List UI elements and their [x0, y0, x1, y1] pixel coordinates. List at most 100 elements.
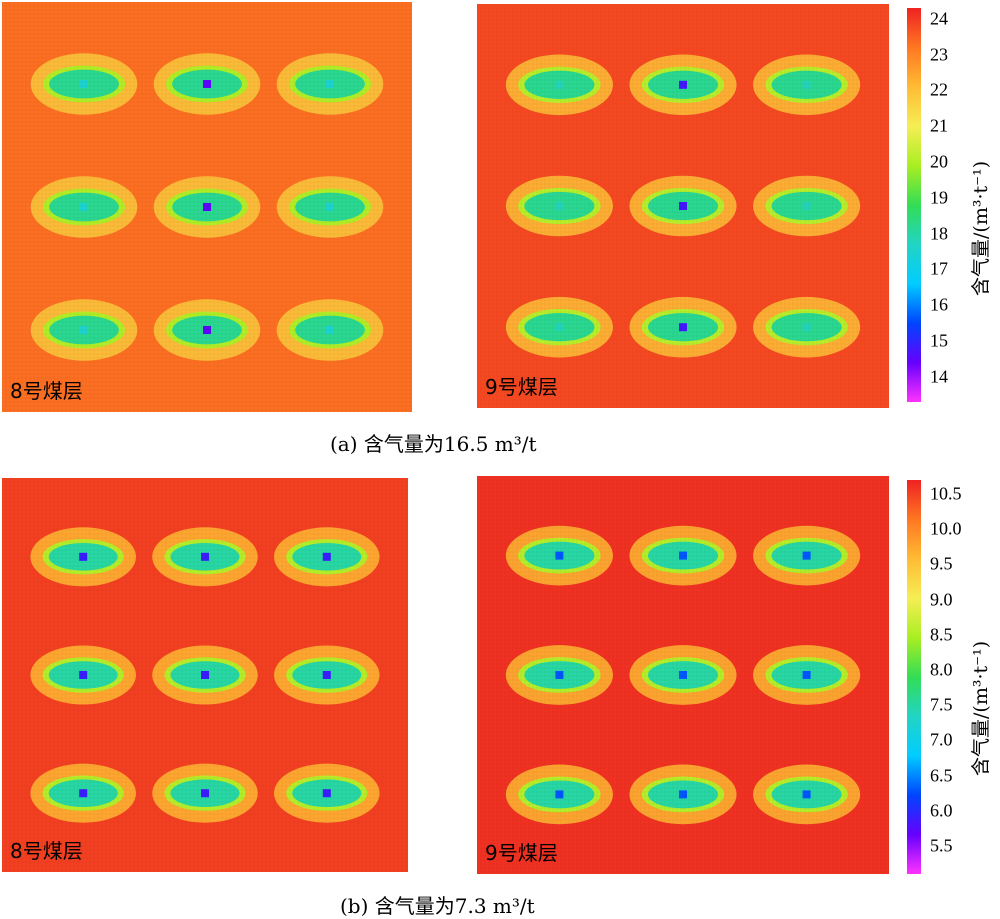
colorbar-fill [907, 8, 921, 402]
borehole-center [203, 80, 211, 88]
colorbar-tick-label: 23 [930, 44, 948, 65]
low-gas-zone [276, 299, 384, 361]
low-gas-zone [753, 764, 861, 825]
borehole-center [555, 790, 564, 799]
heatmap-panel-a-8: 8号煤层 [2, 2, 412, 412]
low-gas-zone [505, 175, 613, 237]
colorbar-tick-label: 9.0 [930, 589, 953, 610]
low-gas-zone [505, 525, 613, 586]
borehole-center [555, 323, 564, 332]
borehole-center [322, 789, 331, 798]
borehole-center [79, 789, 88, 798]
low-gas-zone [505, 54, 613, 116]
low-gas-zone [152, 527, 258, 587]
borehole-center [802, 202, 811, 210]
borehole-center [555, 551, 564, 560]
low-gas-zone [153, 53, 261, 115]
colorbar-tick-label: 8.0 [930, 659, 953, 680]
heatmap-svg-b-8 [2, 478, 408, 872]
colorbar-tick-label: 18 [930, 223, 948, 244]
low-gas-zone [274, 645, 380, 705]
borehole-center [802, 80, 811, 89]
low-gas-zone [30, 299, 138, 361]
colorbar-tick-label: 22 [930, 79, 948, 100]
low-gas-zone [153, 299, 261, 361]
heatmap-panel-b-9: 9号煤层 [477, 476, 889, 874]
low-gas-zone [276, 176, 384, 238]
borehole-center [326, 326, 334, 334]
colorbar-tick-label: 14 [930, 366, 948, 387]
seam-label-a-9: 9号煤层 [485, 375, 558, 399]
low-gas-zone [274, 527, 380, 587]
heatmap-svg-a-9 [477, 4, 889, 408]
colorbar-tick-label: 9.5 [930, 553, 953, 574]
borehole-center [555, 80, 564, 89]
colorbar-tick-label: 7.0 [930, 729, 953, 750]
colorbar-tick-label: 7.5 [930, 694, 953, 715]
low-gas-zone [505, 645, 613, 705]
borehole-center [679, 323, 687, 332]
borehole-center [802, 323, 811, 332]
borehole-center [80, 326, 88, 334]
low-gas-zone [30, 527, 136, 587]
heatmap-svg-b-9 [477, 476, 889, 874]
low-gas-zone [30, 645, 136, 705]
colorbar-tick-label: 6.0 [930, 800, 953, 821]
borehole-center [80, 80, 88, 88]
borehole-center [679, 671, 687, 679]
colorbar-fill [907, 480, 921, 874]
low-gas-zone [153, 176, 261, 238]
borehole-center [555, 671, 564, 679]
borehole-center [555, 202, 564, 210]
colorbar-b [907, 480, 921, 874]
colorbar-tick-label: 21 [930, 115, 948, 136]
heatmap-svg-a-8 [2, 2, 412, 412]
borehole-center [203, 326, 211, 334]
colorbar-ticks-b: 10.5 10.0 9.5 9.0 8.5 8.0 7.5 7.0 6.5 6.0 5.5 [930, 480, 980, 874]
borehole-center [679, 202, 687, 210]
low-gas-zone [629, 645, 737, 705]
caption-a: (a) 含气量为16.5 m³/t [330, 432, 537, 456]
colorbar-label-b: 含气量/(m³·t⁻¹) [970, 640, 992, 776]
low-gas-zone [629, 764, 737, 825]
borehole-center [79, 552, 88, 561]
low-gas-zone [30, 53, 138, 115]
seam-label-b-8: 8号煤层 [10, 839, 83, 863]
colorbar-ticks-a: 24 23 22 21 20 19 18 17 16 15 14 [930, 8, 970, 402]
colorbar-tick-label: 20 [930, 151, 948, 172]
low-gas-zone [753, 525, 861, 586]
heatmap-panel-a-9: 9号煤层 [477, 4, 889, 408]
borehole-center [322, 671, 331, 679]
colorbar-tick-label: 8.5 [930, 624, 953, 645]
low-gas-zone [629, 175, 737, 237]
seam-label-b-9: 9号煤层 [485, 841, 558, 865]
borehole-center [802, 790, 811, 799]
colorbar-tick-label: 6.5 [930, 765, 953, 785]
colorbar-tick-label: 15 [930, 330, 948, 351]
borehole-center [201, 789, 209, 798]
colorbar-gradient-b [907, 480, 921, 874]
low-gas-zone [30, 176, 138, 238]
colorbar-tick-label: 16 [930, 294, 948, 315]
borehole-center [802, 671, 811, 679]
borehole-center [679, 551, 687, 560]
borehole-center [679, 80, 687, 89]
low-gas-zone [753, 175, 861, 237]
low-gas-zone [629, 54, 737, 116]
low-gas-zone [274, 763, 380, 823]
seam-label-a-8: 8号煤层 [10, 379, 83, 403]
low-gas-zone [753, 645, 861, 705]
colorbar-gradient-a [907, 8, 921, 402]
borehole-center [201, 671, 209, 679]
borehole-center [203, 203, 211, 211]
borehole-center [80, 203, 88, 211]
low-gas-zone [629, 296, 737, 358]
low-gas-zone [276, 53, 384, 115]
colorbar-tick-label: 10.0 [930, 518, 962, 539]
low-gas-zone [30, 763, 136, 823]
borehole-center [201, 552, 209, 561]
low-gas-zone [152, 763, 258, 823]
borehole-center [326, 203, 334, 211]
low-gas-zone [505, 296, 613, 358]
colorbar-a [907, 8, 921, 402]
